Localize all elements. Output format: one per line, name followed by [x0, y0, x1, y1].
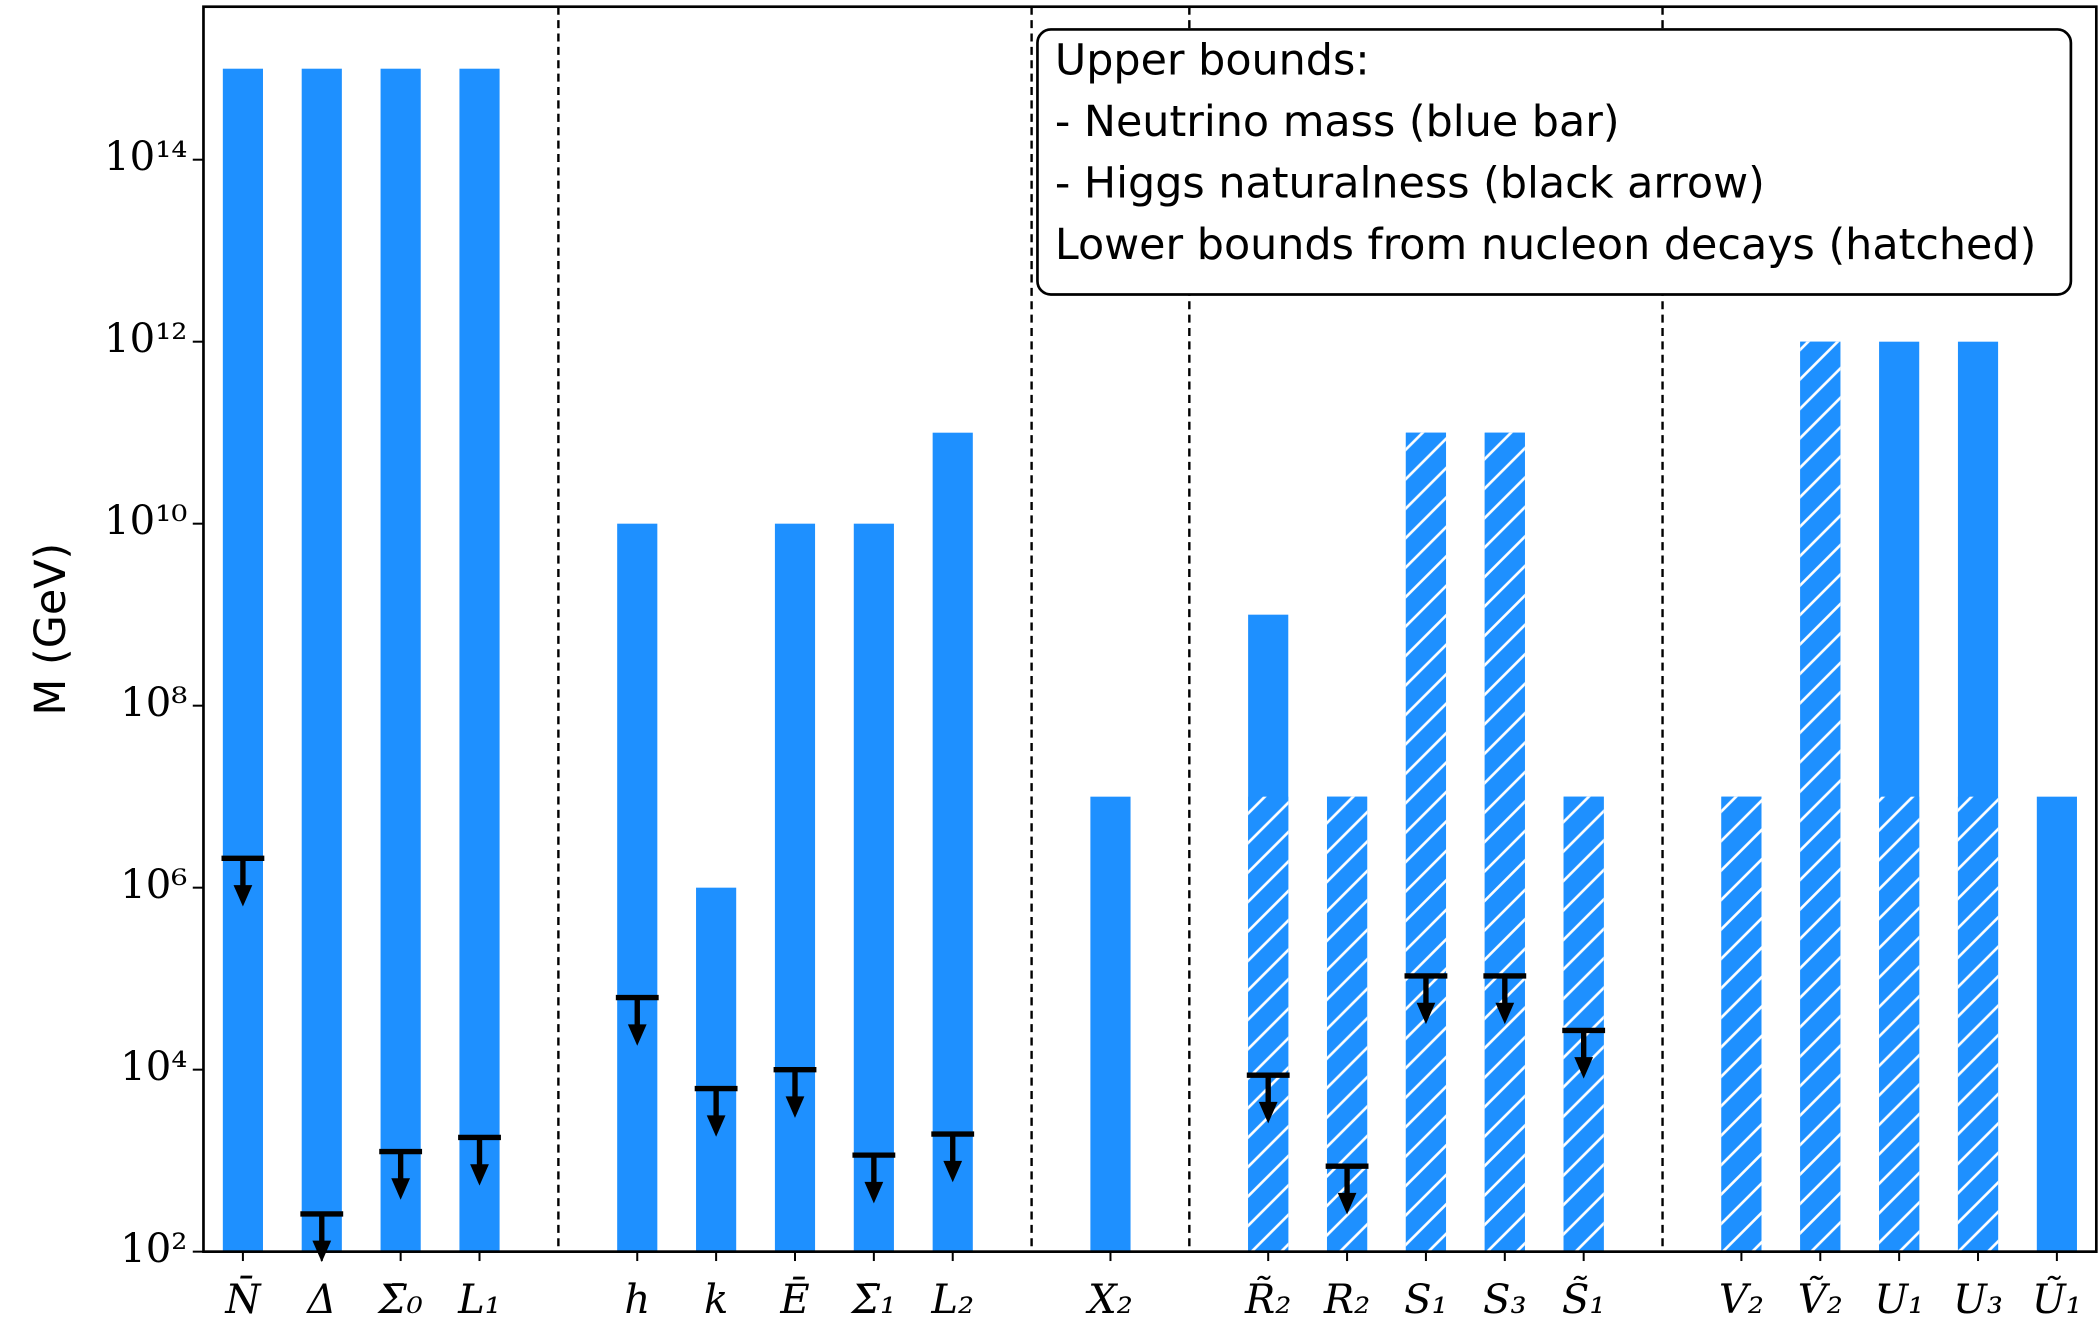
x-tick-label: X₂ — [1085, 1277, 1133, 1323]
legend-line: - Higgs naturalness (black arrow) — [1055, 159, 1765, 209]
x-tick-label: S₁ — [1404, 1277, 1448, 1323]
bar — [302, 69, 342, 1252]
y-tick-label: 10² — [120, 1226, 187, 1272]
bar — [1090, 797, 1130, 1252]
hatched-bar — [1564, 797, 1604, 1252]
hatched-bar — [1800, 342, 1840, 1252]
bar — [696, 888, 736, 1252]
x-tick-label: Σ̄₀ — [376, 1277, 422, 1323]
bar — [617, 524, 657, 1252]
hatched-bar — [1485, 433, 1525, 1252]
bar — [933, 433, 973, 1252]
x-tick-label: Δ — [305, 1277, 336, 1323]
x-tick-label: S₃ — [1483, 1277, 1527, 1323]
hatched-bar — [1248, 797, 1288, 1252]
x-tick-label: Ũ₁ — [2032, 1275, 2082, 1323]
y-tick-label: 10⁸ — [120, 680, 187, 726]
legend: Upper bounds: - Neutrino mass (blue bar) -… — [1037, 29, 2070, 294]
y-axis-label: M (GeV) — [26, 543, 76, 716]
x-tick-label: U₁ — [1874, 1277, 1924, 1323]
hatched-bar — [1958, 797, 1998, 1252]
hatched-bar — [1406, 433, 1446, 1252]
y-tick-label: 10¹⁰ — [104, 498, 187, 544]
chart: N̄ Δ Σ̄₀ L₁ h k Ē Σ̄₁ L₂ X₂ R̃₂ R₂ S₁ S₃ S̃₁ V₂ Ṽ₂ U₁ U₃ Ũ₁… — [0, 0, 2099, 1336]
x-tick-label: Σ̄₁ — [850, 1277, 896, 1323]
x-tick-label: Ṽ₂ — [1798, 1275, 1843, 1323]
bar — [223, 69, 263, 1252]
bar — [381, 69, 421, 1252]
x-tick-label: L₂ — [930, 1277, 974, 1323]
x-tick-label: Ē — [779, 1276, 809, 1323]
bar — [775, 524, 815, 1252]
hatched-bar — [1721, 797, 1761, 1252]
x-tick-label: L₁ — [457, 1277, 501, 1323]
bar — [2037, 797, 2077, 1252]
x-tick-label: U₃ — [1953, 1277, 2003, 1323]
y-tick-label: 10⁴ — [120, 1044, 187, 1090]
x-tick-label: k — [704, 1277, 728, 1323]
legend-line: Upper bounds: — [1055, 35, 1370, 85]
y-tick-label: 10¹⁴ — [104, 134, 187, 180]
bar — [854, 524, 894, 1252]
y-tick-label: 10¹² — [104, 316, 187, 362]
bar — [459, 69, 499, 1252]
hatched-bar — [1879, 797, 1919, 1252]
x-tick-label: h — [624, 1277, 650, 1323]
legend-line: - Neutrino mass (blue bar) — [1055, 97, 1620, 147]
page: {"chart_data": { "type": "bar", "y_label… — [0, 0, 2099, 1336]
x-tick-label: N̄ — [224, 1275, 262, 1323]
x-tick-label: R₂ — [1323, 1277, 1370, 1323]
legend-line: Lower bounds from nucleon decays (hatche… — [1055, 220, 2036, 270]
x-tick-label: R̃₂ — [1244, 1275, 1291, 1323]
y-tick-label: 10⁶ — [120, 862, 187, 908]
x-tick-label: V₂ — [1719, 1277, 1764, 1323]
x-tick-label: S̃₁ — [1562, 1275, 1606, 1323]
